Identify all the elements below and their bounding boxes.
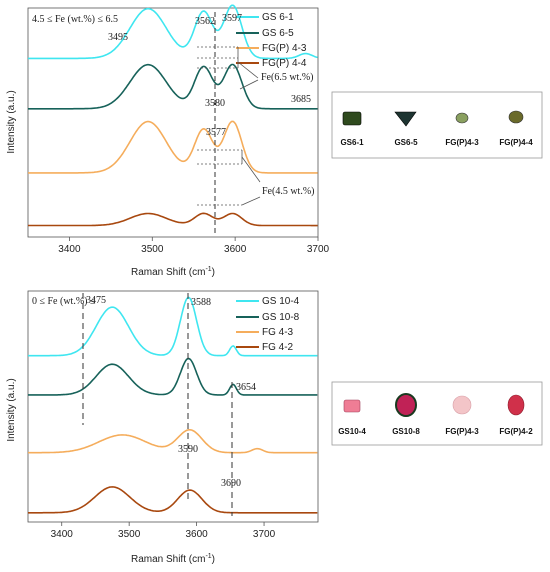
gem-gs6-1: [342, 111, 362, 126]
bottom-xlabel: Raman Shift (cm-1): [131, 553, 215, 565]
gem-label-gs10-4: GS10-4: [338, 427, 366, 436]
gem-fgp4-4: [508, 110, 524, 124]
top-ticks: 3400 3500 3600 3700: [58, 237, 330, 255]
gem-label-gs6-1: GS6-1: [340, 138, 364, 147]
gem-fgp4-3-top: [455, 112, 469, 124]
x-tick-label: 3500: [141, 244, 164, 255]
top-peak-3597: 3597: [222, 13, 242, 24]
gem-label-fgp4-2: FG(P)4-2: [499, 427, 533, 436]
top-xlabel-sup: -1: [205, 266, 211, 273]
top-peak-3562: 3562: [195, 16, 215, 27]
arrow-5: [241, 196, 261, 206]
top-panel: Intensity (a.u.) 4.5 ≤ Fe (wt.%) ≤ 6.5 3…: [6, 4, 330, 278]
bottom-peak-3654: 3654: [236, 382, 256, 393]
series-line-fg-4-2: [28, 486, 318, 514]
arrow-2: [239, 79, 259, 90]
bottom-ticks: 3400 3500 3600 3700: [51, 522, 276, 540]
bottom-condition-label: 0 ≤ Fe (wt.%) ≤: [32, 296, 96, 307]
top-guides: [197, 46, 261, 206]
bottom-peak-3475: 3475: [86, 295, 106, 306]
arrow-3: [241, 156, 261, 183]
top-legend-label-4: FG(P) 4-4: [262, 58, 307, 69]
top-legend-label-1: GS 6-1: [262, 12, 294, 23]
gem-label-fgp4-3-bottom: FG(P)4-3: [445, 427, 479, 436]
x-tick-label: 3400: [51, 529, 74, 540]
gem-gs10-4: [343, 399, 361, 413]
top-curves: [28, 4, 318, 227]
bottom-panel: Intensity (a.u.) 0 ≤ Fe (wt.%) ≤ 3400 350…: [6, 290, 319, 565]
gem-fgp4-2: [507, 394, 525, 416]
top-xlabel-end: ): [212, 267, 215, 278]
series-line-gs-6-5: [28, 63, 318, 110]
x-tick-label: 3700: [307, 244, 330, 255]
top-peak-3685: 3685: [291, 94, 311, 105]
gem-gs10-8: [395, 393, 417, 417]
gem-gs6-5: [394, 111, 417, 127]
bottom-legend: GS 10-4 GS 10-8 FG 4-3 FG 4-2: [236, 296, 300, 353]
bottom-xlabel-main: Raman Shift (cm: [131, 554, 205, 565]
gem-label-fgp4-4: FG(P)4-4: [499, 138, 533, 147]
x-tick-label: 3700: [253, 529, 276, 540]
top-legend-label-2: GS 6-5: [262, 28, 294, 39]
bottom-legend-label-4: FG 4-2: [262, 342, 294, 353]
bottom-peak-3590: 3590: [178, 444, 198, 455]
gem-label-gs10-8: GS10-8: [392, 427, 420, 436]
arrow-1: [237, 61, 259, 79]
x-tick-label: 3600: [185, 529, 208, 540]
bottom-peak-3588: 3588: [191, 297, 211, 308]
gem-label-fgp4-3-top: FG(P)4-3: [445, 138, 479, 147]
bottom-legend-label-2: GS 10-8: [262, 312, 300, 323]
top-condition-label: 4.5 ≤ Fe (wt.%) ≤ 6.5: [32, 14, 118, 25]
bottom-xlabel-end: ): [212, 554, 215, 565]
top-legend-label-3: FG(P) 4-3: [262, 43, 307, 54]
gems-top-panel: GS6-1 GS6-5 FG(P)4-3 FG(P)4-4: [331, 91, 543, 159]
top-peak-3577: 3577: [206, 127, 226, 138]
bottom-legend-label-1: GS 10-4: [262, 296, 300, 307]
series-line-fg-p-4-3: [28, 120, 318, 174]
gem-fgp4-3-bottom: [452, 395, 472, 415]
bottom-legend-label-3: FG 4-3: [262, 327, 294, 338]
top-peak-3495: 3495: [108, 32, 128, 43]
bottom-xlabel-sup: -1: [205, 553, 211, 560]
top-fe-label-4-5: Fe(4.5 wt.%): [262, 186, 315, 197]
series-line-gs-6-1: [28, 4, 318, 60]
top-plot-frame: [27, 7, 319, 238]
x-tick-label: 3400: [58, 244, 81, 255]
bottom-plot-frame: [27, 290, 319, 523]
bottom-curves: [28, 296, 318, 514]
bottom-peak-3690: 3690: [221, 478, 241, 489]
top-fe-label-6-5: Fe(6.5 wt.%): [261, 72, 314, 83]
gem-label-gs6-5: GS6-5: [394, 138, 418, 147]
x-tick-label: 3600: [224, 244, 247, 255]
bottom-ylabel: Intensity (a.u.): [6, 378, 17, 441]
gems-bottom-panel: GS10-4 GS10-8 FG(P)4-3 FG(P)4-2: [331, 381, 543, 446]
gems-bottom-frame: [331, 381, 543, 446]
top-xlabel-main: Raman Shift (cm: [131, 267, 205, 278]
x-tick-label: 3500: [118, 529, 141, 540]
series-line-gs-10-4: [28, 296, 318, 357]
series-line-gs-10-8: [28, 357, 318, 396]
series-line-fg-p-4-4: [28, 212, 318, 227]
top-xlabel: Raman Shift (cm-1): [131, 266, 215, 278]
gems-top-frame: [331, 91, 543, 159]
top-ylabel: Intensity (a.u.): [6, 90, 17, 153]
series-line-fg-4-3: [28, 428, 318, 454]
